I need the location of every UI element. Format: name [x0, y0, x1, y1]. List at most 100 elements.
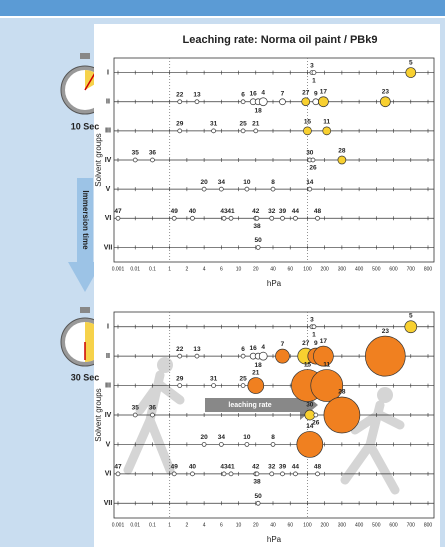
- x-tick-label: 400: [355, 522, 364, 528]
- y-tick-label: I: [107, 69, 109, 76]
- bubble: [256, 501, 260, 505]
- point-label: 17: [320, 88, 328, 95]
- point-label: 1: [312, 77, 316, 84]
- bubble: [222, 216, 226, 220]
- point-label: 23: [382, 88, 390, 95]
- point-label: 21: [252, 121, 260, 128]
- bubble: [406, 68, 416, 78]
- bubble: [195, 100, 199, 104]
- x-tick-label: 200: [320, 266, 329, 272]
- x-axis-label: hPa: [267, 279, 282, 288]
- bubble: [323, 127, 331, 135]
- bubble: [133, 158, 137, 162]
- bubble: [229, 472, 233, 476]
- x-tick-label: 2: [185, 522, 188, 528]
- bubble: [255, 472, 259, 476]
- x-tick-label: 6: [220, 266, 223, 272]
- point-label: 44: [292, 464, 300, 471]
- point-label: 7: [281, 90, 285, 97]
- bubble: [133, 413, 137, 417]
- point-label: 14: [306, 179, 314, 186]
- bubble: [324, 397, 360, 433]
- bubble: [305, 410, 315, 420]
- time-label: 10 Sec: [71, 121, 100, 131]
- bubble: [280, 472, 284, 476]
- point-label: 32: [268, 464, 276, 471]
- bubble: [241, 100, 245, 104]
- point-label: 25: [239, 375, 247, 382]
- point-label: 48: [314, 208, 322, 215]
- top-band: [0, 0, 445, 16]
- point-label: 41: [227, 208, 235, 215]
- bubble: [303, 127, 311, 135]
- point-label: 3: [310, 316, 314, 323]
- bubble: [178, 129, 182, 133]
- bubble: [297, 431, 323, 457]
- y-tick-label: II: [106, 99, 110, 106]
- x-tick-label: 400: [355, 266, 364, 272]
- y-tick-label: V: [106, 186, 111, 193]
- point-label: 29: [176, 121, 184, 128]
- bubble: [219, 442, 223, 446]
- point-label: 20: [200, 434, 208, 441]
- x-tick-label: 2: [185, 266, 188, 272]
- bubble: [314, 413, 318, 417]
- point-label: 17: [320, 338, 328, 345]
- bubble: [311, 370, 343, 402]
- x-tick-label: 20: [253, 266, 259, 272]
- point-label: 31: [210, 121, 218, 128]
- bubble: [248, 378, 264, 394]
- bubble: [318, 97, 328, 107]
- point-label: 23: [382, 328, 390, 335]
- x-tick-label: 60: [287, 522, 293, 528]
- bubble: [270, 216, 274, 220]
- bubble: [271, 187, 275, 191]
- point-label: 5: [409, 59, 413, 66]
- bubble: [312, 71, 316, 75]
- point-label: 31: [210, 375, 218, 382]
- bubble: [312, 325, 316, 329]
- point-label: 47: [114, 464, 122, 471]
- point-label: 13: [193, 346, 201, 353]
- y-axis-label: Solvent groups: [94, 388, 103, 441]
- arrow-label: Immersion time: [81, 190, 90, 250]
- point-label: 44: [292, 208, 300, 215]
- bubble: [241, 354, 245, 358]
- point-label: 36: [149, 150, 157, 157]
- point-label: 35: [132, 405, 140, 412]
- x-tick-label: 4: [203, 522, 206, 528]
- y-tick-label: IV: [105, 412, 112, 419]
- point-label: 4: [261, 89, 265, 96]
- panel: [94, 24, 440, 292]
- bubble: [293, 216, 297, 220]
- point-label: 50: [255, 237, 263, 244]
- bubble: [172, 472, 176, 476]
- bubble: [116, 216, 120, 220]
- point-label: 27: [302, 89, 310, 96]
- y-tick-label: I: [107, 324, 109, 331]
- x-tick-label: 1: [168, 266, 171, 272]
- figure: Immersion time Leaching rate: Norma oil …: [0, 0, 445, 547]
- point-label: 48: [314, 464, 322, 471]
- point-label: 10: [243, 434, 251, 441]
- bubble: [275, 349, 289, 363]
- point-label: 11: [323, 119, 330, 126]
- point-label: 34: [218, 179, 226, 186]
- x-tick-label: 0.01: [130, 266, 140, 272]
- y-axis-label: Solvent groups: [94, 133, 103, 186]
- point-label: 11: [323, 361, 330, 368]
- x-tick-label: 10: [236, 522, 242, 528]
- y-tick-label: V: [106, 441, 111, 448]
- point-label: 39: [279, 464, 287, 471]
- y-tick-label: IV: [105, 157, 112, 164]
- point-label: 15: [304, 119, 312, 126]
- point-label: 27: [302, 340, 310, 347]
- point-label: 35: [132, 150, 140, 157]
- x-tick-label: 0.001: [112, 522, 125, 528]
- bubble: [302, 98, 310, 106]
- x-tick-label: 700: [407, 522, 416, 528]
- x-tick-label: 4: [203, 266, 206, 272]
- bubble: [150, 158, 154, 162]
- bubble: [172, 216, 176, 220]
- top-rule: [0, 16, 445, 18]
